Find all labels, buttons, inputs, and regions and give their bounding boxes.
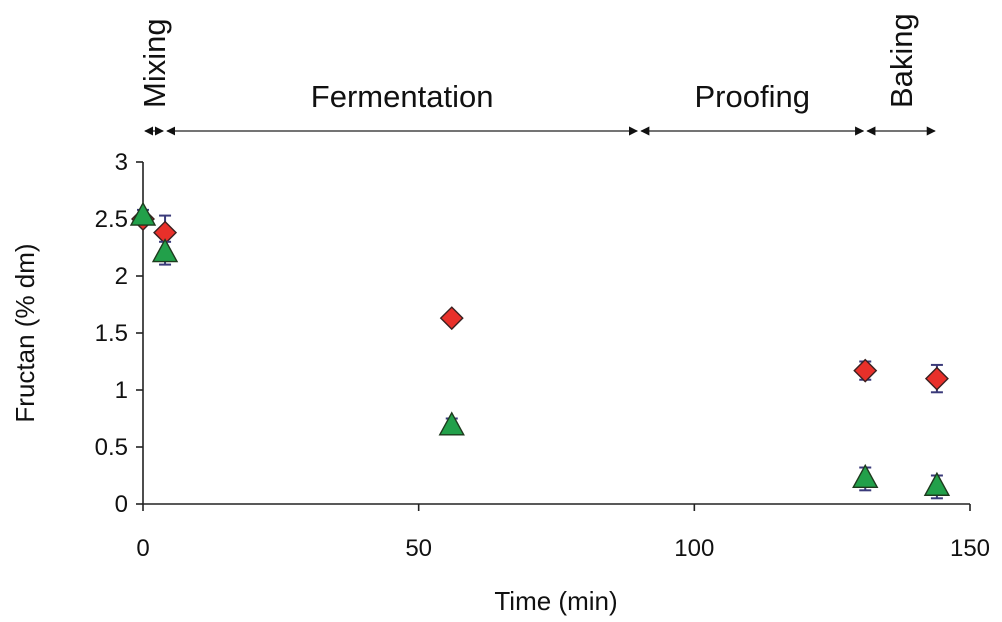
triangle-marker <box>923 471 951 496</box>
x-axis-title: Time (min) <box>494 586 617 616</box>
y-tick-label: 2 <box>115 263 128 290</box>
y-tick-label: 0.5 <box>95 434 128 461</box>
data-points <box>129 201 951 500</box>
x-tick-label: 50 <box>405 535 432 562</box>
phase-label: Proofing <box>694 79 809 114</box>
diamond-marker <box>924 366 949 391</box>
triangle-marker <box>151 238 179 263</box>
y-axis-ticks: 0 0.5 1 1.5 2 2.5 3 <box>95 149 143 518</box>
x-tick-label: 0 <box>136 535 149 562</box>
phase-label: Mixing <box>137 18 172 108</box>
phase-label: Fermentation <box>311 79 494 114</box>
y-tick-label: 2.5 <box>95 206 128 233</box>
phase-annotations: Mixing Fermentation Proofing Baking <box>137 13 936 136</box>
diamond-marker <box>439 306 464 331</box>
y-tick-label: 1 <box>115 377 128 404</box>
triangle-marker <box>438 411 465 436</box>
y-tick-label: 3 <box>115 149 128 176</box>
x-tick-label: 150 <box>950 535 990 562</box>
phase-label: Baking <box>884 13 919 108</box>
y-axis-title: Fructan (% dm) <box>10 243 40 422</box>
triangle-marker <box>129 201 157 226</box>
y-tick-label: 1.5 <box>95 320 128 347</box>
diamond-marker <box>853 358 878 383</box>
x-axis-ticks: 0 50 100 150 <box>136 504 990 562</box>
triangle-marker <box>852 463 879 488</box>
x-tick-label: 100 <box>674 535 714 562</box>
plot-axes <box>142 162 970 505</box>
y-tick-label: 0 <box>115 491 128 518</box>
